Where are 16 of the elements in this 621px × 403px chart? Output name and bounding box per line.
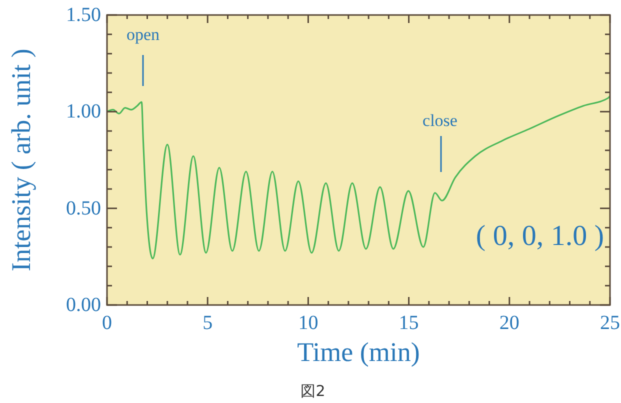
- x-tick-label: 0: [102, 312, 112, 334]
- y-tick-label: 0.00: [66, 294, 101, 316]
- caption: 図2: [300, 382, 326, 400]
- annotation: open: [126, 25, 160, 44]
- y-axis-title: Intensity ( arb. unit ): [6, 48, 36, 272]
- y-tick-label: 1.00: [66, 100, 101, 123]
- x-tick-label: 5: [202, 312, 213, 334]
- y-tick-label: 1.50: [66, 4, 101, 26]
- x-axis-title: Time (min): [297, 337, 420, 367]
- annotation: close: [422, 111, 458, 130]
- x-tick-label: 25: [600, 312, 620, 334]
- x-tick-label: 15: [398, 312, 419, 334]
- annotation: ( 0, 0, 1.0 ): [476, 220, 604, 252]
- x-tick-label: 10: [298, 312, 318, 334]
- x-tick-label: 20: [499, 312, 520, 334]
- y-tick-label: 0.50: [66, 197, 101, 220]
